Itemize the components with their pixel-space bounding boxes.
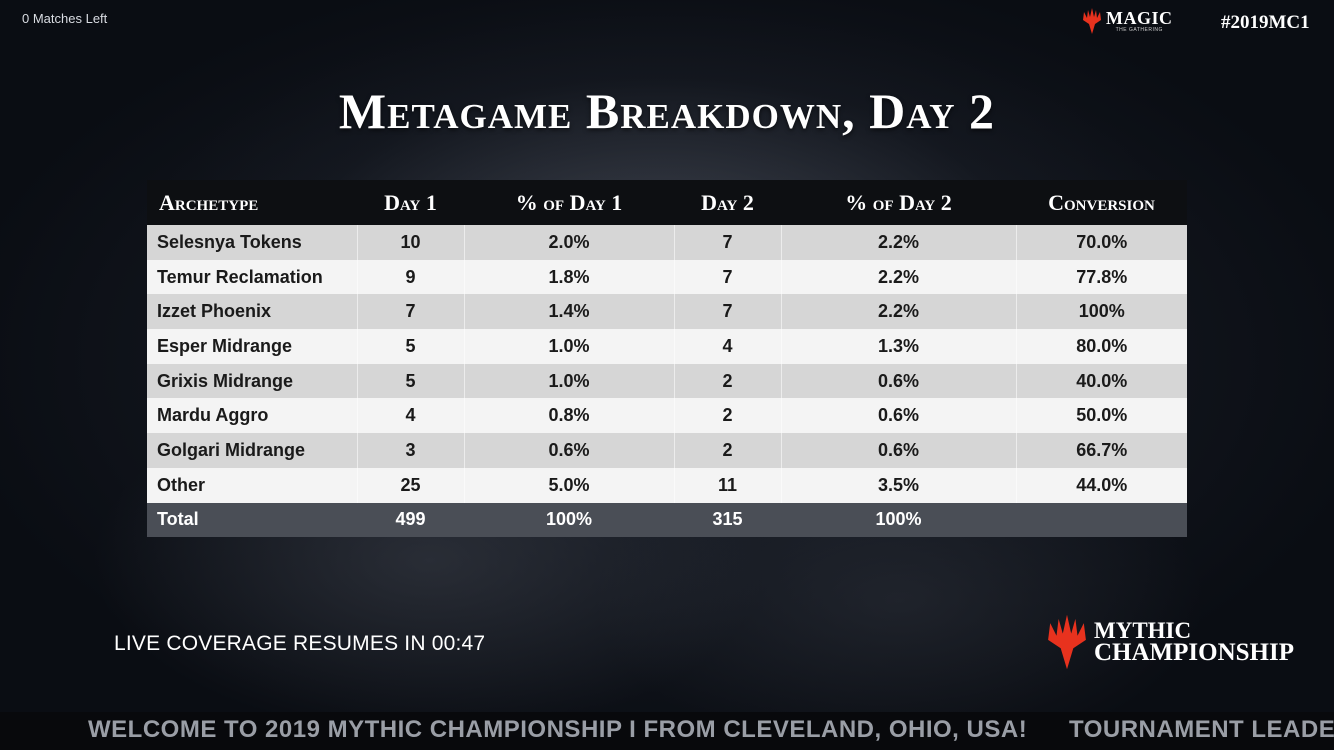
column-header: Day 1 [357,180,464,225]
table-row: Mardu Aggro 4 0.8% 2 0.6% 50.0% [147,398,1187,434]
value-cell: 11 [674,467,782,503]
news-ticker: WELCOME TO 2019 MYTHIC CHAMPIONSHIP I FR… [0,712,1334,750]
total-row: Total 499 100% 315 100% [147,502,1187,538]
metagame-table: Archetype Day 1 % of Day 1 Day 2 % of Da… [147,180,1187,538]
value-cell: 2.0% [464,225,675,260]
value-cell: 1.8% [464,259,675,295]
total-cell [1016,502,1187,538]
column-header: Day 2 [674,180,781,225]
value-cell: 5 [357,329,465,364]
logo-line-1: MYTHIC [1094,618,1192,643]
table-row: Other 25 5.0% 11 3.5% 44.0% [147,467,1187,503]
value-cell: 0.6% [781,398,1017,434]
archetype-cell: Grixis Midrange [147,363,358,399]
value-cell: 2 [674,398,782,434]
total-cell: 100% [781,502,1016,538]
value-cell: 44.0% [1016,467,1187,503]
total-cell: 315 [674,502,781,538]
archetype-cell: Mardu Aggro [147,398,358,434]
value-cell: 7 [674,259,782,295]
value-cell: 25 [357,467,465,503]
value-cell: 2 [674,363,782,399]
value-cell: 1.3% [781,329,1017,364]
value-cell: 2.2% [781,294,1017,330]
flame-icon [1083,8,1101,34]
value-cell: 100% [1016,294,1187,330]
archetype-cell: Izzet Phoenix [147,294,358,330]
column-header: Archetype [147,180,357,225]
table-row: Izzet Phoenix 7 1.4% 7 2.2% 100% [147,294,1187,330]
value-cell: 1.0% [464,363,675,399]
brand-subtitle: THE GATHERING [1115,27,1163,33]
mythic-championship-logo: MYTHIC CHAMPIONSHIP [1046,612,1294,672]
total-label: Total [147,502,357,538]
ticker-item: WELCOME TO 2019 MYTHIC CHAMPIONSHIP I FR… [88,716,1028,743]
matches-left-label: 0 Matches Left [22,11,108,26]
value-cell: 1.0% [464,329,675,364]
value-cell: 2.2% [781,225,1017,260]
value-cell: 40.0% [1016,363,1187,399]
value-cell: 4 [357,398,465,434]
ticker-item: TOURNAMENT LEADE [1069,716,1334,743]
value-cell: 1.4% [464,294,675,330]
value-cell: 5 [357,363,465,399]
value-cell: 70.0% [1016,225,1187,260]
flame-icon [1048,614,1086,670]
archetype-cell: Selesnya Tokens [147,225,358,260]
value-cell: 7 [674,294,782,330]
value-cell: 9 [357,259,465,295]
magic-logo: MAGIC THE GATHERING [1082,8,1173,34]
event-hashtag: #2019MC1 [1221,12,1310,33]
column-header: % of Day 2 [781,180,1016,225]
table-row: Grixis Midrange 5 1.0% 2 0.6% 40.0% [147,363,1187,399]
archetype-cell: Temur Reclamation [147,259,358,295]
value-cell: 66.7% [1016,433,1187,468]
value-cell: 3.5% [781,467,1017,503]
table-row: Selesnya Tokens 10 2.0% 7 2.2% 70.0% [147,225,1187,260]
table-body: Selesnya Tokens 10 2.0% 7 2.2% 70.0% Temur Rec… [147,225,1187,538]
value-cell: 7 [674,225,782,260]
value-cell: 0.8% [464,398,675,434]
logo-line-2: CHAMPIONSHIP [1094,639,1294,666]
total-cell: 499 [357,502,464,538]
value-cell: 80.0% [1016,329,1187,364]
archetype-cell: Other [147,467,358,503]
table-row: Golgari Midrange 3 0.6% 2 0.6% 66.7% [147,433,1187,468]
table-row: Esper Midrange 5 1.0% 4 1.3% 80.0% [147,329,1187,364]
value-cell: 5.0% [464,467,675,503]
archetype-cell: Esper Midrange [147,329,358,364]
value-cell: 2 [674,433,782,468]
value-cell: 3 [357,433,465,468]
value-cell: 4 [674,329,782,364]
column-header: % of Day 1 [464,180,674,225]
coverage-countdown: LIVE COVERAGE RESUMES IN 00:47 [114,632,486,655]
value-cell: 77.8% [1016,259,1187,295]
value-cell: 0.6% [464,433,675,468]
page-title: Metagame Breakdown, Day 2 [338,83,996,139]
total-cell: 100% [464,502,674,538]
value-cell: 2.2% [781,259,1017,295]
column-header: Conversion [1016,180,1187,225]
value-cell: 50.0% [1016,398,1187,434]
value-cell: 7 [357,294,465,330]
value-cell: 0.6% [781,433,1017,468]
table-row: Temur Reclamation 9 1.8% 7 2.2% 77.8% [147,259,1187,295]
value-cell: 0.6% [781,363,1017,399]
brand-word: MAGIC [1106,8,1173,28]
archetype-cell: Golgari Midrange [147,433,358,468]
table-header-row: Archetype Day 1 % of Day 1 Day 2 % of Da… [147,180,1187,225]
value-cell: 10 [357,225,465,260]
